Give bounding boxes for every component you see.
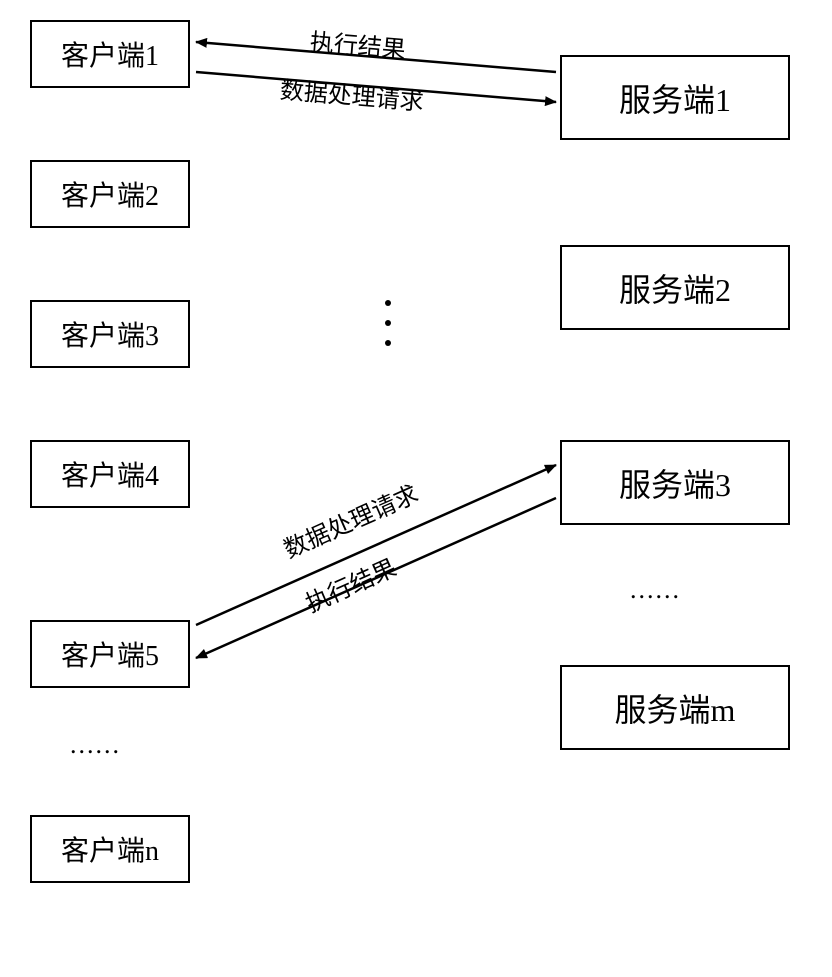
- center-vdots: [385, 300, 391, 346]
- client-box-4: 客户端4: [30, 440, 190, 508]
- server-label: 服务端1: [619, 75, 731, 121]
- server-label: 服务端2: [619, 265, 731, 311]
- server-label: 服务端m: [615, 685, 736, 731]
- arrow2-top-label: 数据处理请求: [277, 474, 423, 565]
- client-label: 客户端2: [61, 174, 159, 214]
- client-box-1: 客户端1: [30, 20, 190, 88]
- server-ellipsis: ......: [630, 575, 681, 605]
- client-label: 客户端n: [61, 829, 159, 869]
- client-label: 客户端1: [61, 34, 159, 74]
- arrow2-bottom-label: 执行结果: [299, 548, 401, 619]
- client-box-5: 客户端5: [30, 620, 190, 688]
- client-box-n: 客户端n: [30, 815, 190, 883]
- arrow1-bottom-label: 数据处理请求: [279, 70, 425, 117]
- client-ellipsis: ......: [70, 730, 121, 760]
- client-label: 客户端4: [61, 454, 159, 494]
- server-box-3: 服务端3: [560, 440, 790, 525]
- server-label: 服务端3: [619, 460, 731, 506]
- client-box-2: 客户端2: [30, 160, 190, 228]
- server-box-1: 服务端1: [560, 55, 790, 140]
- client-label: 客户端5: [61, 634, 159, 674]
- client-label: 客户端3: [61, 314, 159, 354]
- server-box-2: 服务端2: [560, 245, 790, 330]
- arrow1-top-label: 执行结果: [309, 22, 408, 65]
- server-box-m: 服务端m: [560, 665, 790, 750]
- client-box-3: 客户端3: [30, 300, 190, 368]
